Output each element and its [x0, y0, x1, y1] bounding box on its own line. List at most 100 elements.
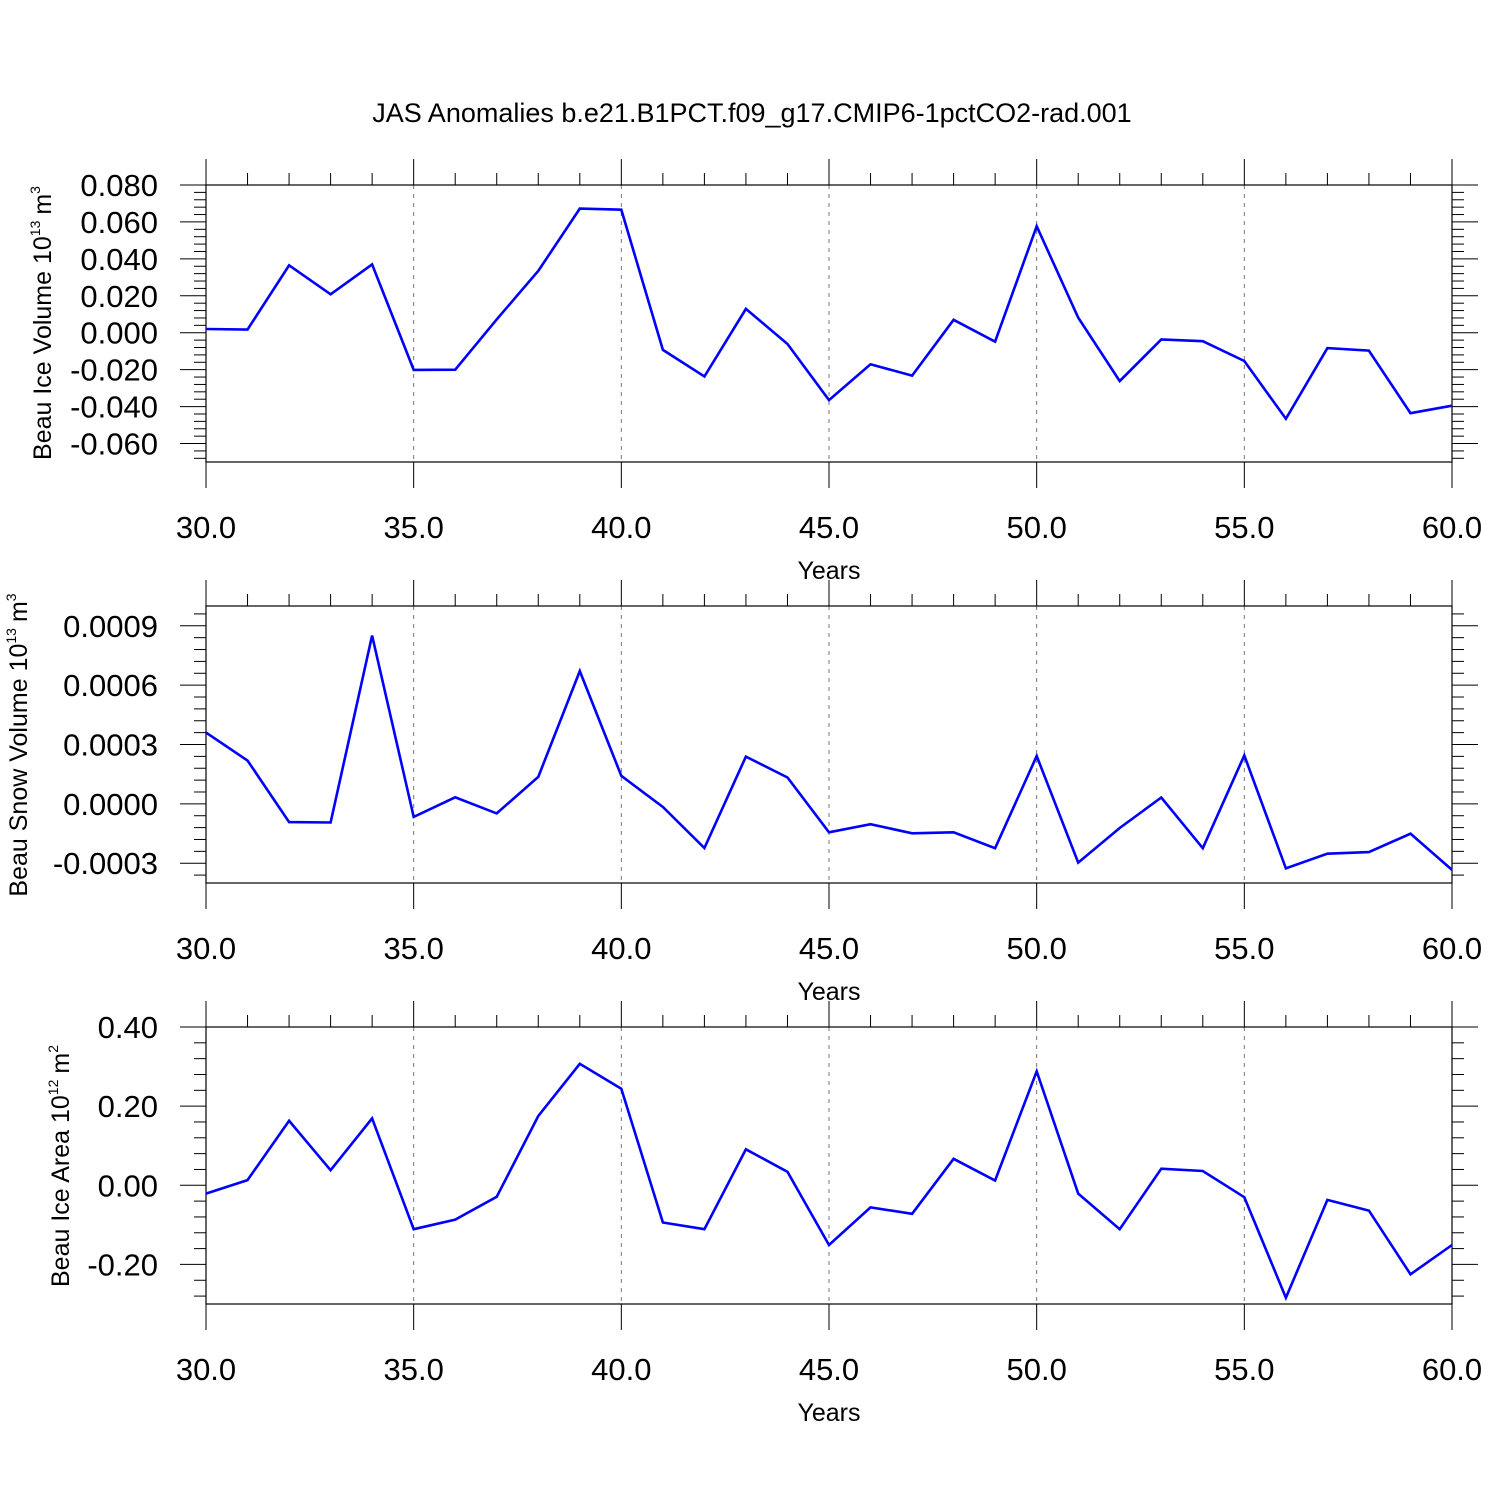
y-tick-label: -0.020	[70, 353, 158, 388]
data-point	[330, 821, 332, 823]
data-point	[870, 823, 872, 825]
y-axis-label-unit: m	[5, 601, 33, 622]
y-tick-label: -0.040	[70, 390, 158, 425]
y-tick-label: 0.080	[80, 168, 158, 203]
y-tick-label: -0.20	[87, 1247, 158, 1282]
x-tick-label: 60.0	[1422, 510, 1482, 545]
data-point	[205, 732, 207, 734]
data-point	[1326, 347, 1328, 349]
x-tick-label: 55.0	[1214, 510, 1274, 545]
data-point	[662, 806, 664, 808]
data-point	[620, 209, 622, 211]
data-point	[537, 776, 539, 778]
data-point	[1451, 1244, 1453, 1246]
data-point	[1326, 1199, 1328, 1201]
figure-title: JAS Anomalies b.e21.B1PCT.f09_g17.CMIP6-…	[372, 98, 1131, 128]
x-tick-label: 35.0	[383, 1352, 443, 1387]
data-point	[786, 777, 788, 779]
data-point	[828, 399, 830, 401]
y-axis-label: Beau Snow Volume 1013 m3	[3, 593, 33, 896]
x-tick-label: 55.0	[1214, 931, 1274, 966]
data-point	[1202, 1170, 1204, 1172]
x-tick-label: 55.0	[1214, 1352, 1274, 1387]
data-point	[870, 363, 872, 365]
data-point	[1160, 1168, 1162, 1170]
data-point	[620, 775, 622, 777]
data-point	[579, 208, 581, 210]
y-tick-label: -0.0003	[53, 846, 158, 881]
y-axis-label-unit-exponent: 2	[45, 1045, 61, 1053]
data-point	[288, 1120, 290, 1122]
data-point	[1077, 862, 1079, 864]
data-point	[413, 816, 415, 818]
data-point	[1451, 405, 1453, 407]
data-point	[1368, 1210, 1370, 1212]
data-point	[1243, 1196, 1245, 1198]
y-tick-label: 0.40	[98, 1010, 158, 1045]
data-point	[1409, 412, 1411, 414]
data-point	[1119, 380, 1121, 382]
data-point	[703, 1228, 705, 1230]
x-tick-label: 35.0	[383, 510, 443, 545]
x-tick-label: 30.0	[176, 931, 236, 966]
data-point	[330, 293, 332, 295]
data-point	[994, 847, 996, 849]
data-point	[786, 1171, 788, 1173]
x-tick-label: 60.0	[1422, 931, 1482, 966]
data-point	[1160, 338, 1162, 340]
data-point	[703, 375, 705, 377]
x-tick-label: 45.0	[799, 931, 859, 966]
data-point	[1119, 1228, 1121, 1230]
chart-panel-1: 30.0 35.0 40.0 45.0 50.0 55.0 60.0Years-0.060-…	[27, 159, 1482, 585]
y-axis-label-text: Beau Snow Volume 10	[5, 644, 33, 897]
data-point	[537, 270, 539, 272]
data-point	[828, 1244, 830, 1246]
chart-panel-3: 30.0 35.0 40.0 45.0 50.0 55.0 60.0 Years -0.20 0.…	[45, 1001, 1482, 1427]
data-point	[953, 831, 955, 833]
data-point	[454, 796, 456, 798]
data-point	[1036, 225, 1038, 227]
data-point	[745, 1148, 747, 1150]
data-point	[1285, 418, 1287, 420]
data-point	[994, 341, 996, 343]
y-axis-label: Beau Ice Area 1012 m2	[45, 1045, 75, 1287]
data-point	[1409, 833, 1411, 835]
y-tick-label: 0.0000	[63, 787, 158, 822]
data-point	[662, 349, 664, 351]
data-point	[703, 847, 705, 849]
data-point	[1202, 340, 1204, 342]
data-point	[247, 329, 249, 331]
data-point	[953, 1158, 955, 1160]
data-point	[745, 308, 747, 310]
data-point	[1036, 1070, 1038, 1072]
x-tick-label: 50.0	[1006, 1352, 1066, 1387]
data-point	[205, 1193, 207, 1195]
y-tick-label: 0.0006	[63, 668, 158, 703]
data-point	[1160, 797, 1162, 799]
y-axis-label-text: Beau Ice Area 10	[47, 1095, 75, 1287]
x-tick-label: 45.0	[799, 1352, 859, 1387]
data-point	[330, 1169, 332, 1171]
data-point	[371, 263, 373, 265]
series-line	[205, 1062, 1453, 1302]
data-point	[1409, 1273, 1411, 1275]
y-axis-label-exponent: 13	[27, 220, 43, 236]
chart-panel-2: 30.0 35.0 40.0 45.0 50.0 55.0 60.0Years-0.0003…	[3, 580, 1482, 1006]
panels: 30.0 35.0 40.0 45.0 50.0 55.0 60.0Years-0.060-…	[3, 159, 1482, 1427]
data-point	[1202, 847, 1204, 849]
data-point	[870, 1206, 872, 1208]
x-tick-label: 50.0	[1006, 510, 1066, 545]
data-point	[496, 1196, 498, 1198]
data-point	[247, 760, 249, 762]
data-point	[911, 1213, 913, 1215]
x-tick-label: 40.0	[591, 931, 651, 966]
data-point	[1077, 1193, 1079, 1195]
y-tick-label: 0.0003	[63, 728, 158, 763]
data-point	[205, 328, 207, 330]
y-tick-label: -0.060	[70, 427, 158, 462]
data-point	[537, 1115, 539, 1117]
data-point	[288, 821, 290, 823]
y-axis-label-unit: m	[47, 1053, 75, 1074]
y-axis-label-unit-exponent: 3	[27, 186, 43, 194]
